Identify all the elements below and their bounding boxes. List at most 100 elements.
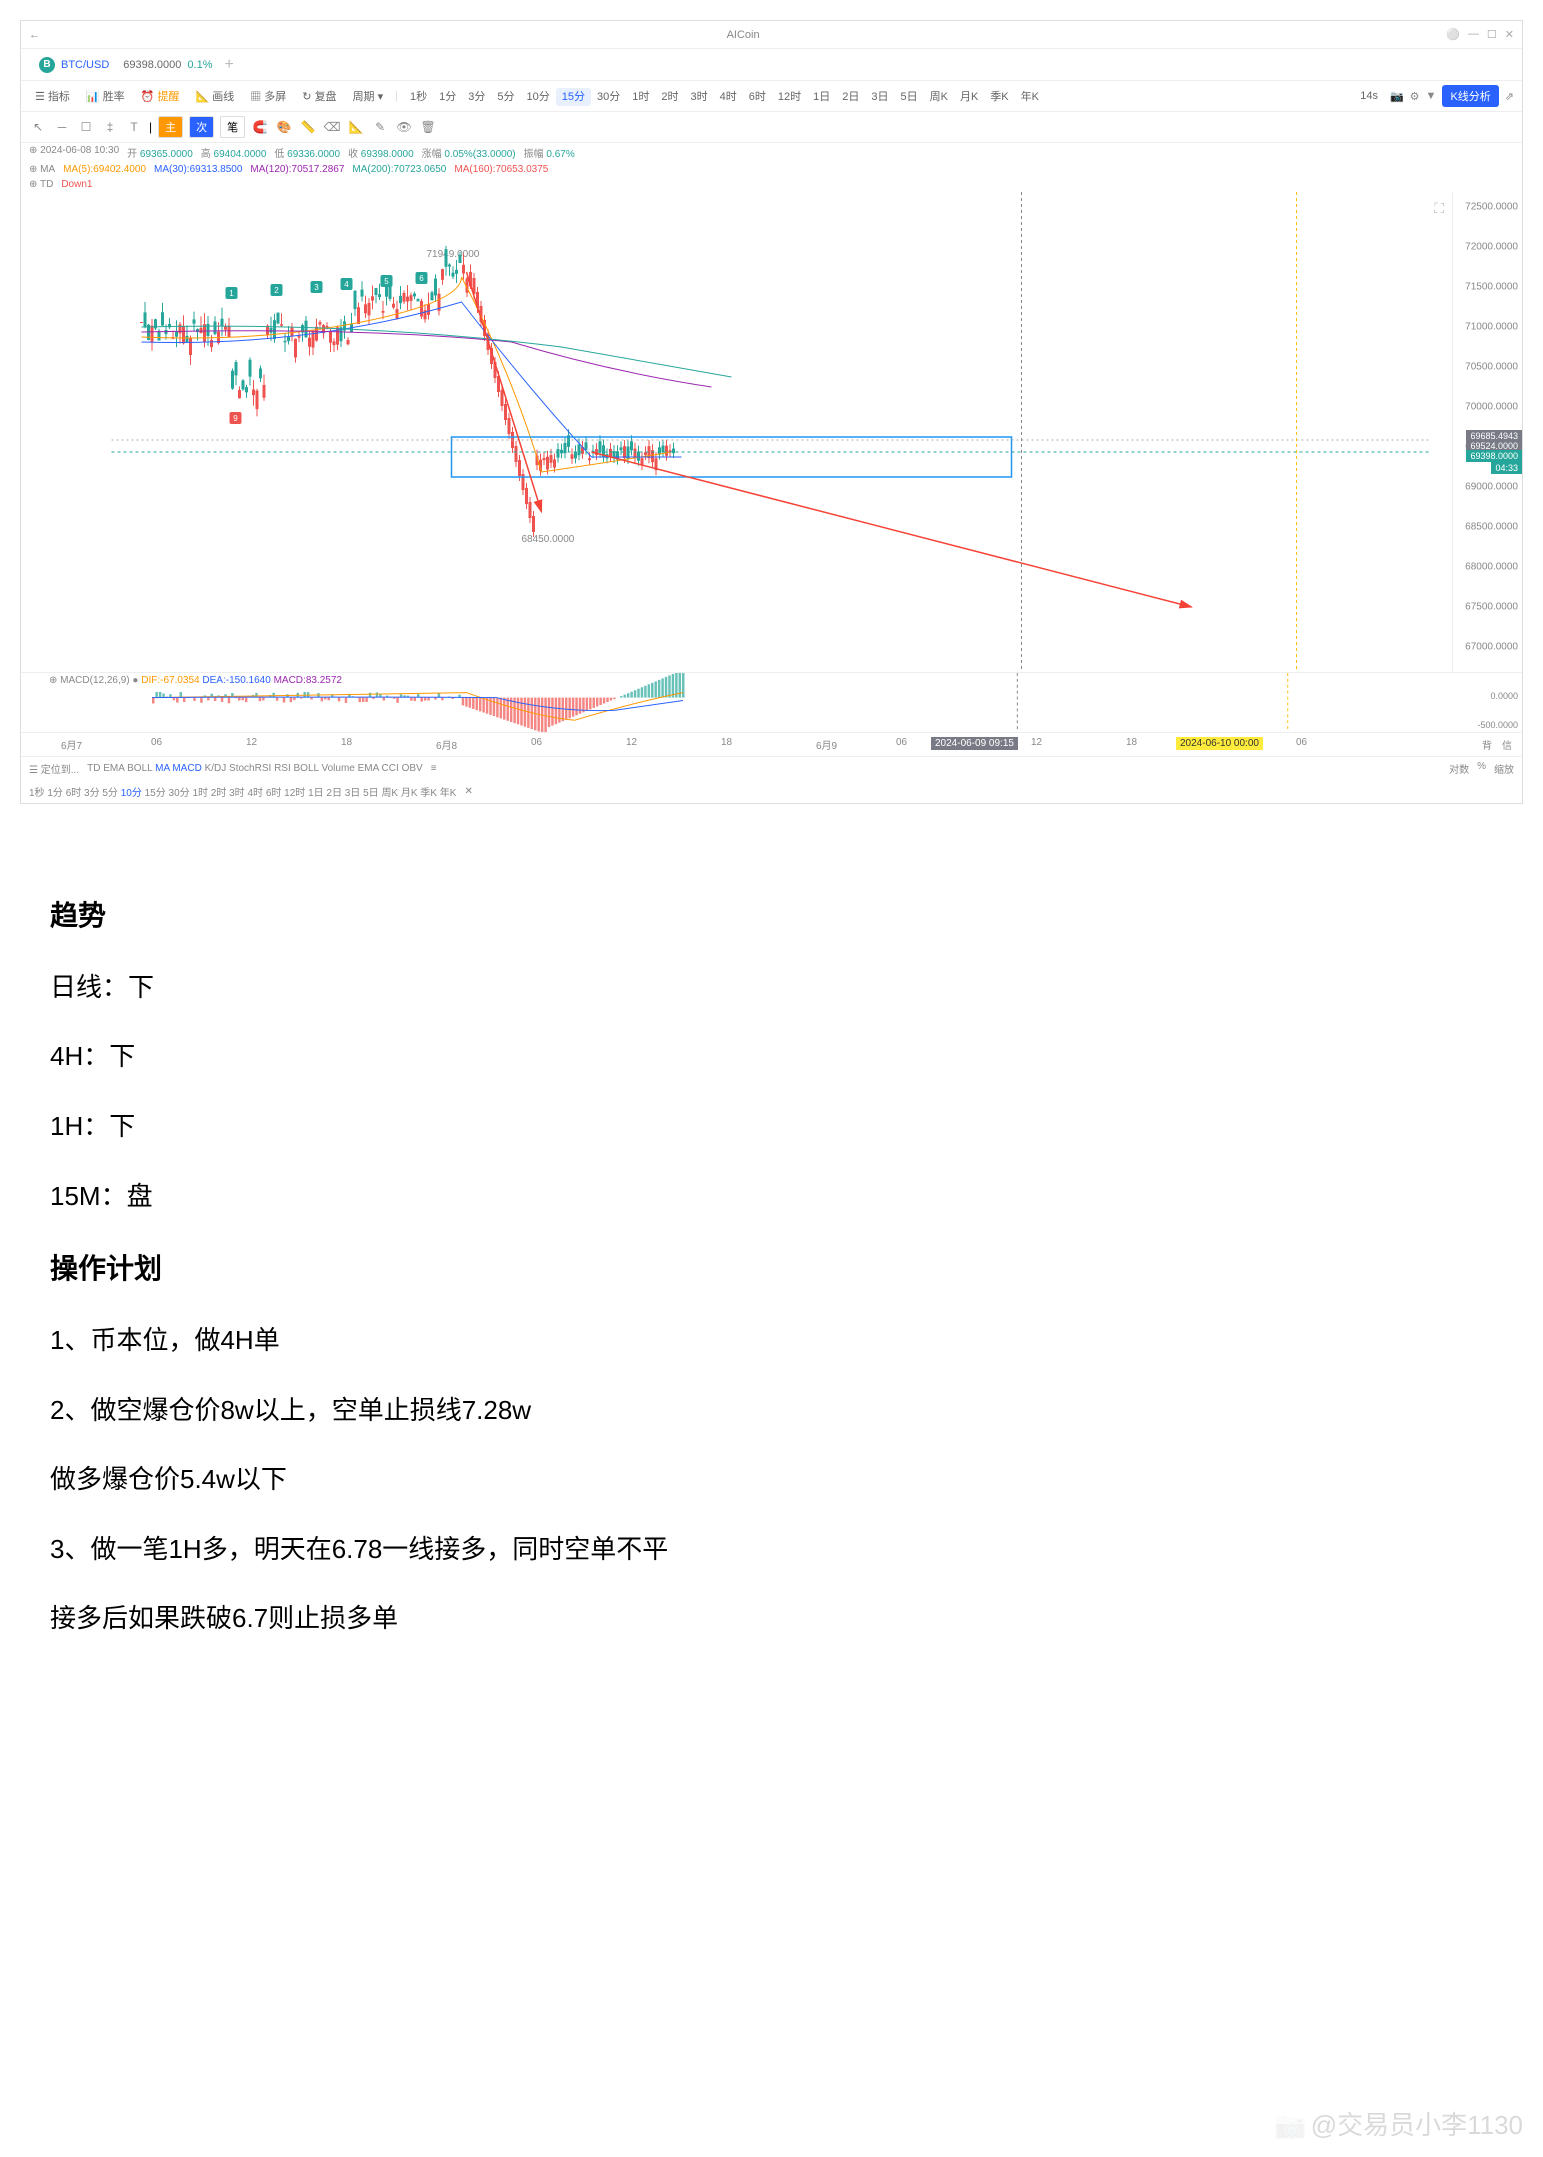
tb-period[interactable]: 周期 ▾ bbox=[347, 85, 390, 107]
share-icon[interactable]: ⇗ bbox=[1505, 90, 1514, 103]
tf2-6时[interactable]: 6时 bbox=[266, 788, 282, 799]
tf-1时[interactable]: 1时 bbox=[626, 88, 655, 106]
tf2-15分[interactable]: 15分 bbox=[145, 788, 166, 799]
main-chart[interactable]: 71949.000068450.00001234569 72500.000072… bbox=[21, 192, 1522, 672]
tf-2日[interactable]: 2日 bbox=[836, 88, 865, 106]
macd-panel[interactable]: ⊕ MACD(12,26,9) ● DIF:-67.0354 DEA:-150.… bbox=[21, 672, 1522, 732]
locate-btn[interactable]: ☰ 定位到... bbox=[29, 761, 79, 776]
tf-1日[interactable]: 1日 bbox=[807, 88, 836, 106]
sub-btn[interactable]: 次 bbox=[189, 116, 214, 138]
x-right1[interactable]: 背 bbox=[1482, 737, 1492, 752]
ind-stochrsi[interactable]: StochRSI bbox=[229, 763, 271, 774]
tf-30分[interactable]: 30分 bbox=[591, 88, 626, 106]
tf2-季K[interactable]: 季K bbox=[420, 788, 437, 799]
tf2-1时[interactable]: 1时 bbox=[192, 788, 208, 799]
tf2-10分[interactable]: 10分 bbox=[121, 788, 142, 799]
expand-icon[interactable]: ⛶ bbox=[1434, 200, 1444, 217]
ind-rsi[interactable]: RSI bbox=[274, 763, 291, 774]
tf2-4时[interactable]: 4时 bbox=[247, 788, 263, 799]
ind-cci[interactable]: CCI bbox=[382, 763, 399, 774]
log-btn[interactable]: 对数 bbox=[1449, 761, 1469, 776]
tb-multi[interactable]: ▦ 多屏 bbox=[244, 85, 292, 107]
eye-icon[interactable]: 👁 bbox=[395, 118, 413, 136]
tf-月K[interactable]: 月K bbox=[954, 88, 984, 106]
tf-4时[interactable]: 4时 bbox=[714, 88, 743, 106]
x-right2[interactable]: 信 bbox=[1502, 737, 1512, 752]
pen-btn[interactable]: 笔 bbox=[220, 116, 245, 138]
eraser-icon[interactable]: ⌫ bbox=[323, 118, 341, 136]
brush-icon[interactable]: ✎ bbox=[371, 118, 389, 136]
tf-2时[interactable]: 2时 bbox=[655, 88, 684, 106]
add-tab-icon[interactable]: + bbox=[224, 56, 233, 74]
tf2-12时[interactable]: 12时 bbox=[284, 788, 305, 799]
tf2-2日[interactable]: 2日 bbox=[326, 788, 342, 799]
measure-icon[interactable]: 📐 bbox=[347, 118, 365, 136]
tf-1分[interactable]: 1分 bbox=[433, 88, 462, 106]
symbol-tab[interactable]: B BTC/USD bbox=[29, 53, 119, 77]
minimize-icon[interactable]: — bbox=[1468, 28, 1479, 41]
ind-boll[interactable]: BOLL bbox=[294, 763, 319, 774]
tf2-1秒[interactable]: 1秒 bbox=[29, 788, 45, 799]
tf2-周K[interactable]: 周K bbox=[381, 788, 398, 799]
ind-boll[interactable]: BOLL bbox=[127, 763, 152, 774]
tf-15分[interactable]: 15分 bbox=[556, 88, 591, 106]
palette-icon[interactable]: 🎨 bbox=[275, 118, 293, 136]
filter-icon[interactable]: ▼ bbox=[1426, 90, 1437, 102]
ruler-icon[interactable]: 📏 bbox=[299, 118, 317, 136]
tf2-30分[interactable]: 30分 bbox=[169, 788, 190, 799]
magnet-icon[interactable]: 🧲 bbox=[251, 118, 269, 136]
ind-k/dj[interactable]: K/DJ bbox=[205, 763, 227, 774]
maximize-icon[interactable]: ☐ bbox=[1487, 28, 1497, 41]
tf-3分[interactable]: 3分 bbox=[462, 88, 491, 106]
ind-more-icon[interactable]: ≡ bbox=[431, 763, 437, 774]
back-icon[interactable]: ← bbox=[29, 29, 40, 41]
shape-icon[interactable]: ☐ bbox=[77, 118, 95, 136]
tf-5分[interactable]: 5分 bbox=[491, 88, 520, 106]
ind-td[interactable]: TD bbox=[87, 763, 100, 774]
tf-1秒[interactable]: 1秒 bbox=[404, 88, 433, 106]
ind-volume[interactable]: Volume bbox=[322, 763, 355, 774]
tf-3日[interactable]: 3日 bbox=[865, 88, 894, 106]
tf2-月K[interactable]: 月K bbox=[401, 788, 418, 799]
text-icon[interactable]: T bbox=[125, 118, 143, 136]
chart-canvas[interactable]: 71949.000068450.00001234569 bbox=[21, 192, 1522, 672]
ind-ema[interactable]: EMA bbox=[358, 763, 379, 774]
tf2-1日[interactable]: 1日 bbox=[308, 788, 324, 799]
tf2-3分[interactable]: 3分 bbox=[84, 788, 100, 799]
tb-winrate[interactable]: 📊 胜率 bbox=[80, 85, 131, 107]
search-icon[interactable]: ⚪ bbox=[1446, 28, 1460, 41]
ind-ema[interactable]: EMA bbox=[103, 763, 124, 774]
cursor-icon[interactable]: ↖ bbox=[29, 118, 47, 136]
main-btn[interactable]: 主 bbox=[158, 116, 183, 138]
tf-6时[interactable]: 6时 bbox=[743, 88, 772, 106]
settings-icon[interactable]: ⚙ bbox=[1410, 90, 1420, 103]
tf-12时[interactable]: 12时 bbox=[772, 88, 807, 106]
k-analysis-button[interactable]: K线分析 bbox=[1442, 85, 1498, 107]
tb-replay[interactable]: ↻ 复盘 bbox=[296, 85, 342, 107]
tf-季K[interactable]: 季K bbox=[984, 88, 1014, 106]
tb-indicator[interactable]: ☰ 指标 bbox=[29, 85, 76, 107]
tb-alert[interactable]: ⏰ 提醒 bbox=[135, 85, 186, 107]
pct-btn[interactable]: % bbox=[1477, 761, 1486, 776]
trash-icon[interactable]: 🗑 bbox=[419, 118, 437, 136]
camera-icon[interactable]: 📷 bbox=[1390, 90, 1404, 103]
ind-obv[interactable]: OBV bbox=[402, 763, 423, 774]
ind-macd[interactable]: MACD bbox=[172, 763, 201, 774]
tf2-6时[interactable]: 6时 bbox=[66, 788, 82, 799]
tf2-5分[interactable]: 5分 bbox=[102, 788, 118, 799]
tf-年K[interactable]: 年K bbox=[1015, 88, 1045, 106]
tf2-年K[interactable]: 年K bbox=[440, 788, 457, 799]
tf-more-icon[interactable]: ✕ bbox=[464, 786, 472, 797]
tf-周K[interactable]: 周K bbox=[924, 88, 954, 106]
close-icon[interactable]: ✕ bbox=[1505, 28, 1514, 41]
tf-3时[interactable]: 3时 bbox=[685, 88, 714, 106]
line-icon[interactable]: ─ bbox=[53, 118, 71, 136]
tf2-1分[interactable]: 1分 bbox=[47, 788, 63, 799]
zoom-btn[interactable]: 缩放 bbox=[1494, 761, 1514, 776]
tf2-3时[interactable]: 3时 bbox=[229, 788, 245, 799]
tf2-5日[interactable]: 5日 bbox=[363, 788, 379, 799]
tf-10分[interactable]: 10分 bbox=[521, 88, 556, 106]
tf2-3日[interactable]: 3日 bbox=[345, 788, 361, 799]
tf2-2时[interactable]: 2时 bbox=[211, 788, 227, 799]
tb-draw[interactable]: 📐 画线 bbox=[189, 85, 240, 107]
